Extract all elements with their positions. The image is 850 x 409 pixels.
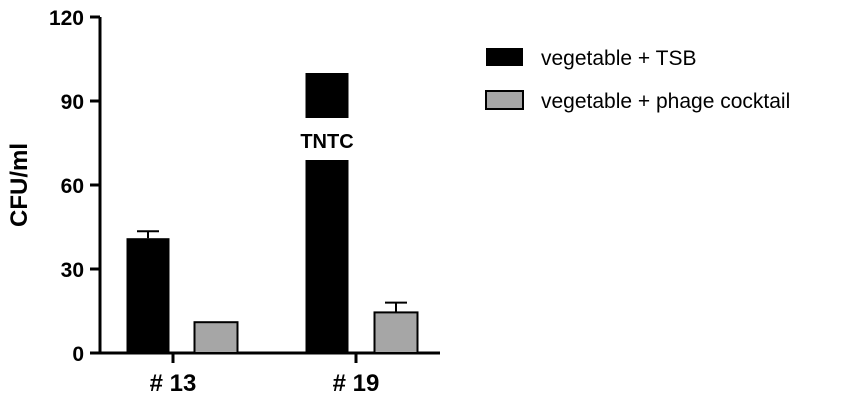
bar	[126, 238, 170, 353]
bars: TNTC	[126, 73, 419, 355]
y-tick-label: 120	[49, 7, 84, 30]
bar	[373, 311, 419, 354]
y-tick-label: 90	[61, 91, 84, 114]
bar	[193, 321, 239, 355]
legend-label: vegetable + phage cocktail	[541, 90, 790, 113]
legend: vegetable + TSB vegetable + phage cocktai…	[485, 47, 790, 113]
legend-swatch	[486, 48, 523, 66]
bar	[305, 73, 349, 353]
y-tick-label: 30	[61, 259, 84, 282]
axes: 0 30 60 90 120 # 13 # 19	[49, 7, 440, 397]
legend-swatch	[485, 90, 524, 110]
x-tick-label: # 13	[150, 370, 197, 397]
annotation-band	[303, 118, 351, 160]
y-axis-label: CFU/ml	[6, 143, 33, 227]
annotation-label: TNTC	[300, 131, 353, 153]
legend-label: vegetable + TSB	[541, 47, 696, 70]
x-tick-label: # 19	[333, 370, 380, 397]
y-tick-label: 0	[72, 343, 84, 366]
y-tick-label: 60	[61, 175, 84, 198]
